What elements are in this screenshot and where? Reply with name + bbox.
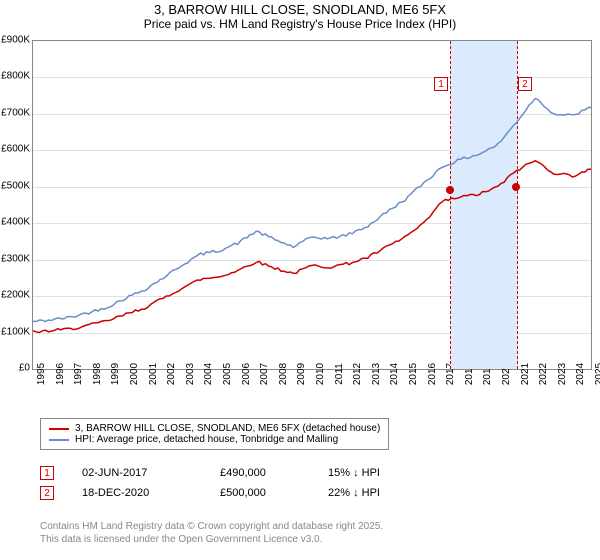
legend-swatch <box>49 428 69 430</box>
attribution: Contains HM Land Registry data © Crown c… <box>40 520 383 546</box>
attribution-line: Contains HM Land Registry data © Crown c… <box>40 520 383 533</box>
plot-area: 12 <box>32 40 592 370</box>
y-tick-label: £400K <box>0 217 30 228</box>
legend-item: 3, BARROW HILL CLOSE, SNODLAND, ME6 5FX … <box>49 423 380 434</box>
y-tick-label: £0 <box>0 363 30 374</box>
y-tick-label: £700K <box>0 107 30 118</box>
sale-price: £500,000 <box>220 487 300 499</box>
sale-point <box>446 186 454 194</box>
y-tick-label: £800K <box>0 71 30 82</box>
sale-point <box>512 183 520 191</box>
sale-delta: 22% ↓ HPI <box>328 487 428 499</box>
sale-marker-icon: 1 <box>40 466 54 480</box>
series-line <box>33 161 591 333</box>
legend-label: HPI: Average price, detached house, Tonb… <box>75 434 338 445</box>
chart-lines <box>33 41 591 369</box>
chart-title: 3, BARROW HILL CLOSE, SNODLAND, ME6 5FX … <box>0 2 600 31</box>
legend-item: HPI: Average price, detached house, Tonb… <box>49 434 380 445</box>
y-tick-label: £300K <box>0 253 30 264</box>
sale-price: £490,000 <box>220 467 300 479</box>
x-tick-label: 2025 <box>594 363 600 385</box>
title-subtitle: Price paid vs. HM Land Registry's House … <box>0 17 600 31</box>
sale-date: 18-DEC-2020 <box>82 487 192 499</box>
legend-swatch <box>49 439 69 441</box>
y-tick-label: £500K <box>0 180 30 191</box>
chart-container: 3, BARROW HILL CLOSE, SNODLAND, ME6 5FX … <box>0 0 600 560</box>
title-address: 3, BARROW HILL CLOSE, SNODLAND, ME6 5FX <box>0 2 600 17</box>
y-tick-label: £600K <box>0 144 30 155</box>
legend-label: 3, BARROW HILL CLOSE, SNODLAND, ME6 5FX … <box>75 423 380 434</box>
legend: 3, BARROW HILL CLOSE, SNODLAND, ME6 5FX … <box>40 418 389 450</box>
sales-table: 1 02-JUN-2017 £490,000 15% ↓ HPI 2 18-DE… <box>40 466 428 506</box>
table-row: 1 02-JUN-2017 £490,000 15% ↓ HPI <box>40 466 428 480</box>
chart-marker: 1 <box>434 77 448 91</box>
y-tick-label: £900K <box>0 35 30 46</box>
y-tick-label: £200K <box>0 290 30 301</box>
attribution-line: This data is licensed under the Open Gov… <box>40 533 383 546</box>
series-line <box>33 99 591 322</box>
chart-marker: 2 <box>518 77 532 91</box>
table-row: 2 18-DEC-2020 £500,000 22% ↓ HPI <box>40 486 428 500</box>
sale-marker-icon: 2 <box>40 486 54 500</box>
sale-delta: 15% ↓ HPI <box>328 467 428 479</box>
y-tick-label: £100K <box>0 326 30 337</box>
sale-date: 02-JUN-2017 <box>82 467 192 479</box>
